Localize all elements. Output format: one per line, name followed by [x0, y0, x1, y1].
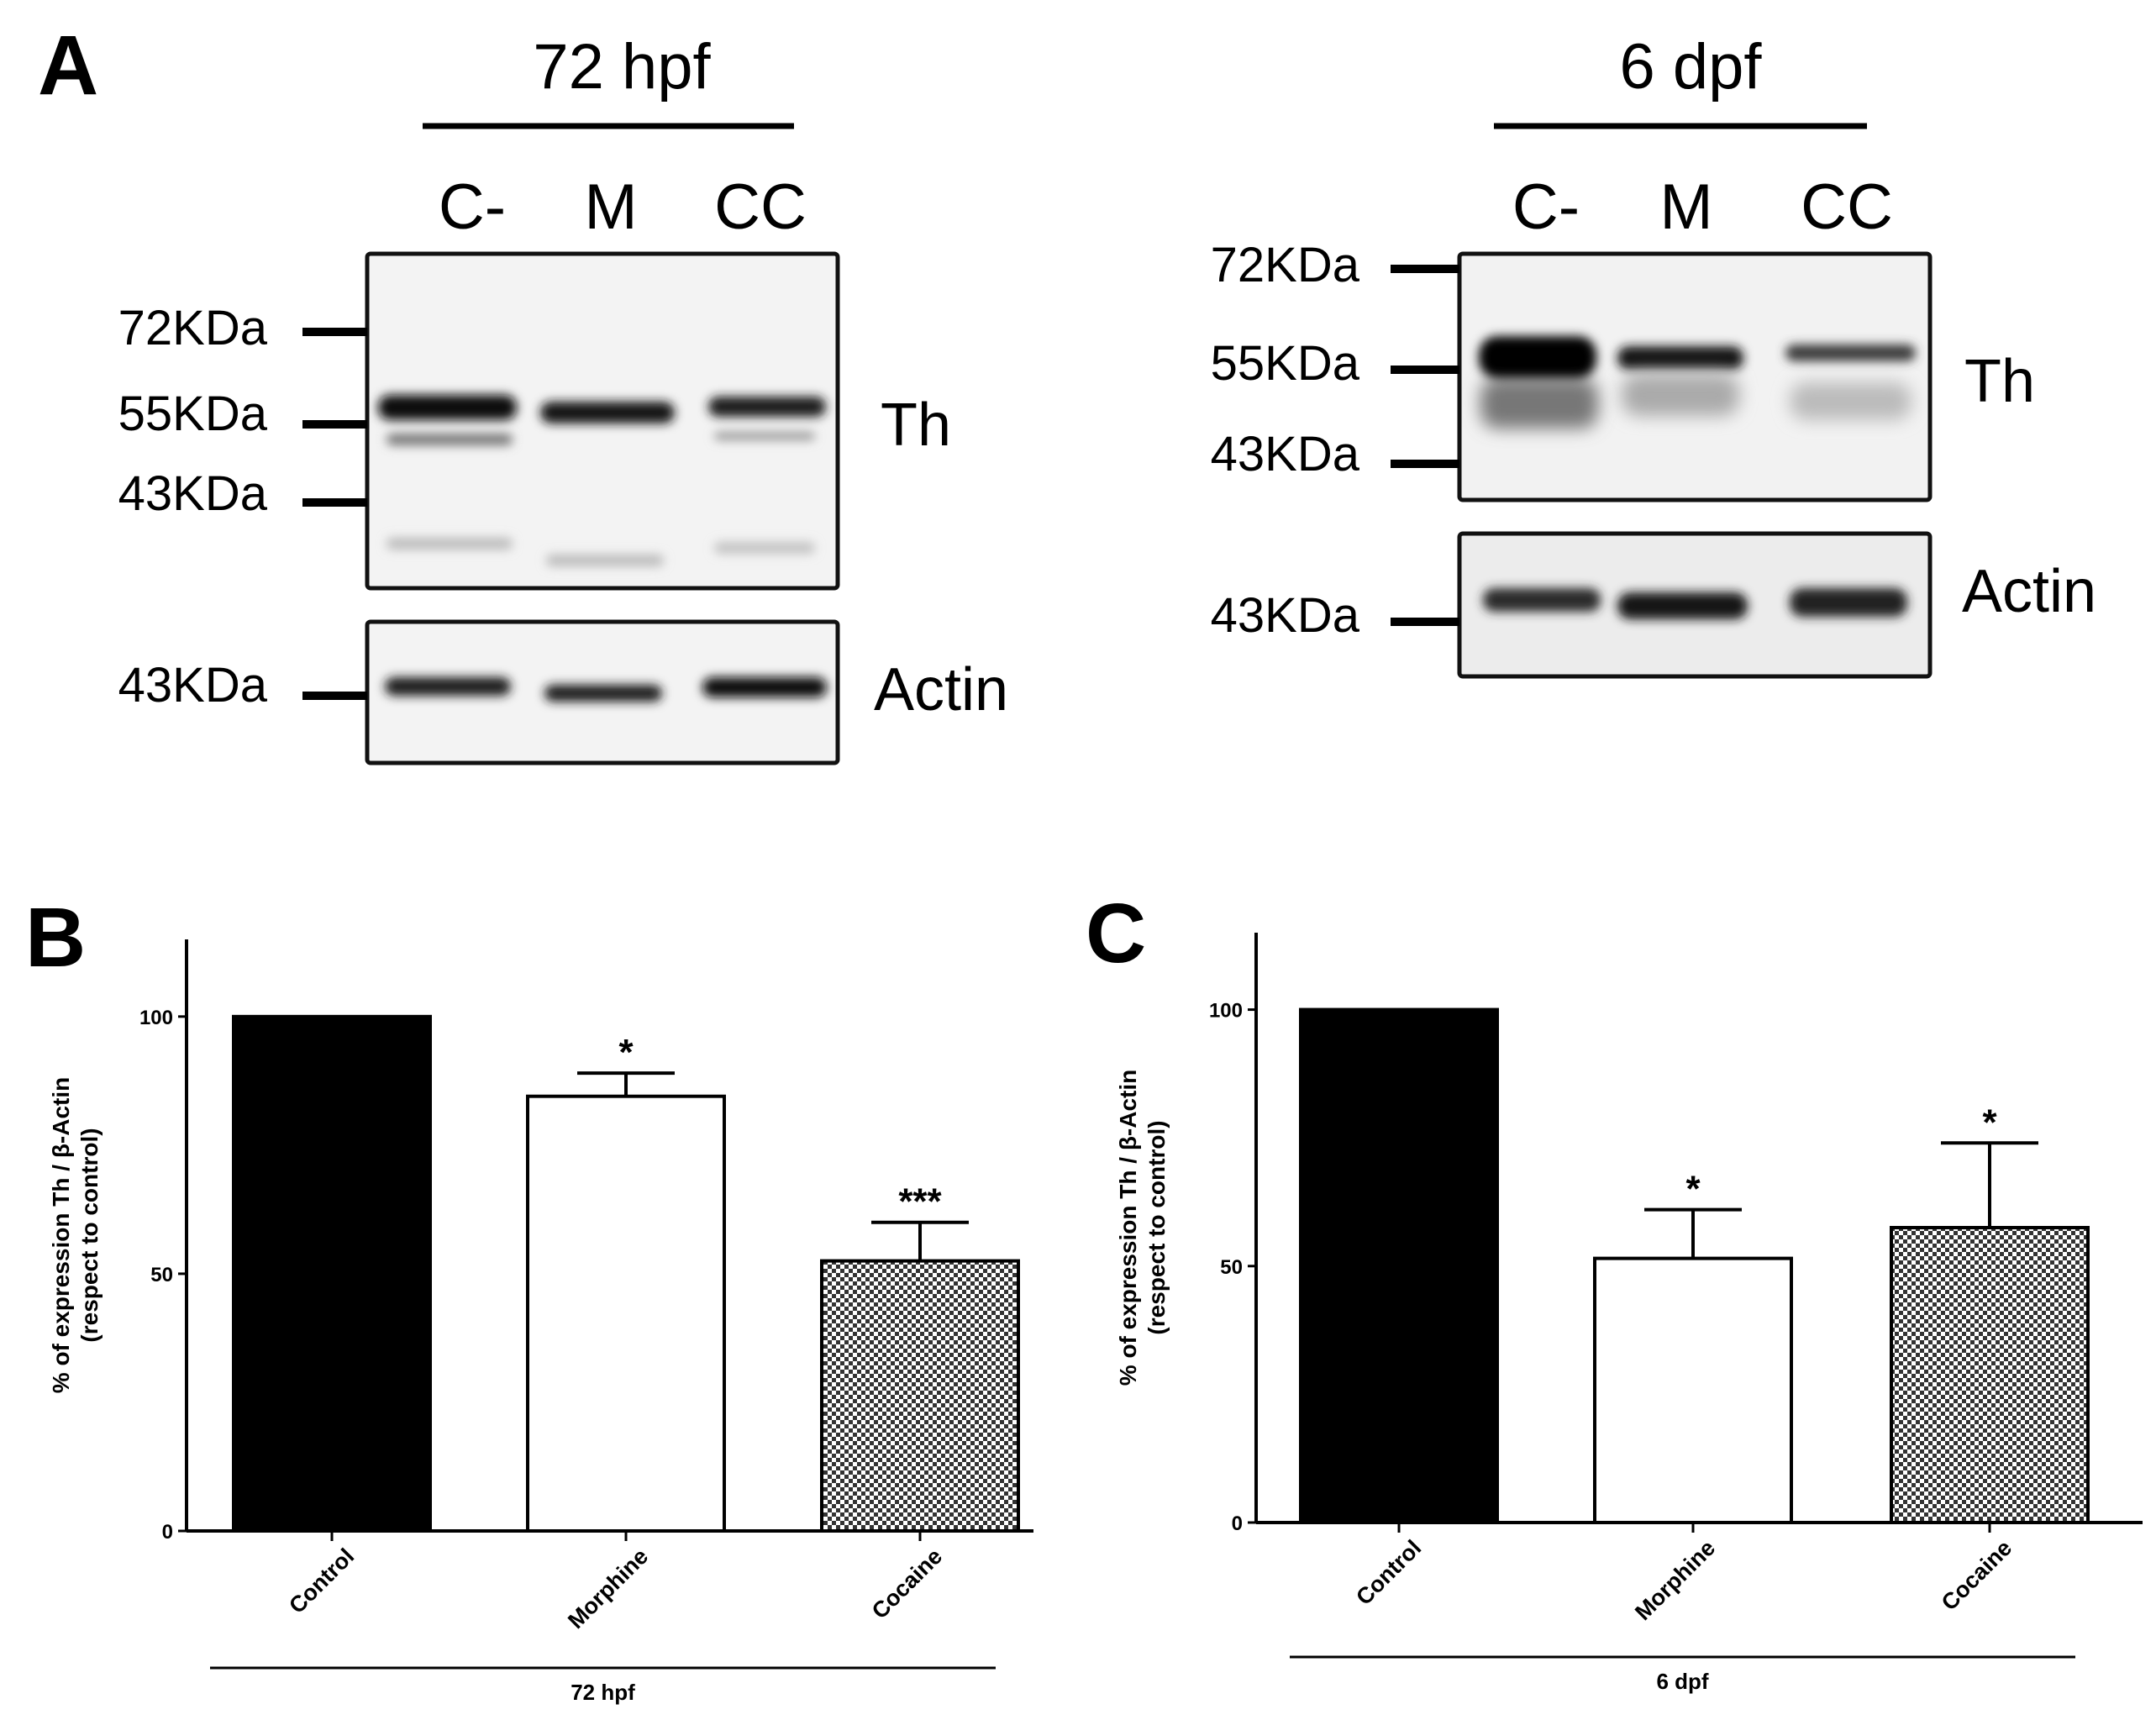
th-bands [378, 395, 826, 566]
th-faint-band [387, 538, 513, 550]
significance-marker: * [1685, 1169, 1701, 1210]
th-band [708, 397, 826, 417]
bar [1299, 1007, 1499, 1524]
actin-band [544, 685, 662, 702]
blot-6dpf: 6 dpf C- M CC 72KDa 55KDa 43KDa Th [1211, 31, 2096, 679]
y-axis-label-sub: (respect to control) [1144, 1120, 1170, 1334]
group-label: 72 hpf [571, 1680, 635, 1705]
th-faint-band [546, 555, 664, 566]
x-tick-label: Cocaine [867, 1544, 947, 1623]
marker-label: 55KDa [118, 387, 268, 441]
lane-label: M [1659, 171, 1712, 243]
th-band [1479, 336, 1596, 378]
actin-band [702, 677, 827, 697]
th-bands [1479, 336, 1916, 429]
y-tick-label: 100 [139, 1007, 173, 1029]
th-band [378, 395, 517, 420]
actin-band [1483, 588, 1601, 612]
bar-chart-72hpf: 0 50 100 % of expression Th / β-Actin (respe… [48, 939, 1033, 1705]
bar [820, 1259, 1020, 1533]
bar [526, 1094, 726, 1533]
th-band [1617, 346, 1743, 370]
actin-bands [385, 677, 827, 702]
protein-label-actin: Actin [1962, 558, 2096, 625]
x-tick-label: Morphine [1630, 1535, 1720, 1625]
marker-label: 43KDa [1211, 588, 1360, 643]
significance-marker: *** [898, 1181, 942, 1223]
actin-band [1790, 588, 1907, 617]
actin-bands [1483, 588, 1907, 619]
bar [232, 1014, 432, 1533]
time-label-72hpf: 72 hpf [533, 31, 711, 103]
th-smear [1790, 382, 1911, 420]
marker-label: 72KDa [1211, 238, 1360, 292]
bar-chart-6dpf: 0 50 100 % of expression Th / β-Actin (respe… [1115, 933, 2143, 1694]
th-faint-band [714, 542, 815, 554]
y-axis-label: % of expression Th / β-Actin [1115, 1070, 1141, 1386]
lane-label: C- [1512, 171, 1580, 243]
y-tick-label: 0 [162, 1521, 173, 1544]
y-axis-label-sub: (respect to control) [76, 1128, 103, 1342]
lane-label: CC [1801, 171, 1893, 243]
marker-label: 43KDa [1211, 427, 1360, 481]
th-smear [1622, 374, 1739, 416]
y-tick-label: 50 [1220, 1256, 1243, 1279]
x-tick-label: Control [1351, 1535, 1426, 1610]
y-tick-label: 100 [1209, 1000, 1243, 1023]
blot-72hpf: 72 hpf C- M CC 72KDa 55KDa 4 [118, 31, 1008, 765]
panel-letter-c: C [1086, 886, 1146, 981]
y-tick-label: 0 [1232, 1512, 1243, 1535]
x-tick-label: Control [284, 1544, 359, 1618]
marker-label: 55KDa [1211, 336, 1360, 391]
panel-a: A 72 hpf C- M CC 72KDa [38, 18, 2096, 765]
protein-label-actin: Actin [874, 656, 1008, 723]
panel-letter-b: B [25, 891, 86, 985]
protein-label-th: Th [881, 392, 951, 459]
lane-label: CC [714, 171, 807, 243]
lane-label: C- [439, 171, 506, 243]
bar [1593, 1256, 1793, 1524]
th-band [1785, 345, 1916, 361]
time-label-6dpf: 6 dpf [1619, 31, 1762, 103]
actin-band [385, 677, 511, 696]
y-tick-label: 50 [150, 1264, 173, 1286]
y-axis-label: % of expression Th / β-Actin [48, 1077, 74, 1393]
lane-label: M [584, 171, 637, 243]
x-tick-label: Morphine [563, 1544, 653, 1633]
th-faint-band [714, 432, 815, 440]
marker-label: 43KDa [118, 466, 268, 521]
protein-label-th: Th [1964, 348, 2035, 415]
significance-marker: * [1982, 1102, 1997, 1143]
x-tick-label: Cocaine [1937, 1535, 2017, 1615]
th-faint-band [387, 434, 513, 445]
marker-label: 43KDa [118, 658, 268, 713]
group-label: 6 dpf [1656, 1669, 1708, 1694]
actin-band [1617, 592, 1748, 619]
marker-label: 72KDa [118, 301, 268, 355]
bar [1890, 1226, 2090, 1524]
th-smear [1480, 378, 1598, 429]
significance-marker: * [618, 1032, 634, 1073]
panel-letter-a: A [38, 18, 98, 113]
th-band [540, 402, 675, 423]
